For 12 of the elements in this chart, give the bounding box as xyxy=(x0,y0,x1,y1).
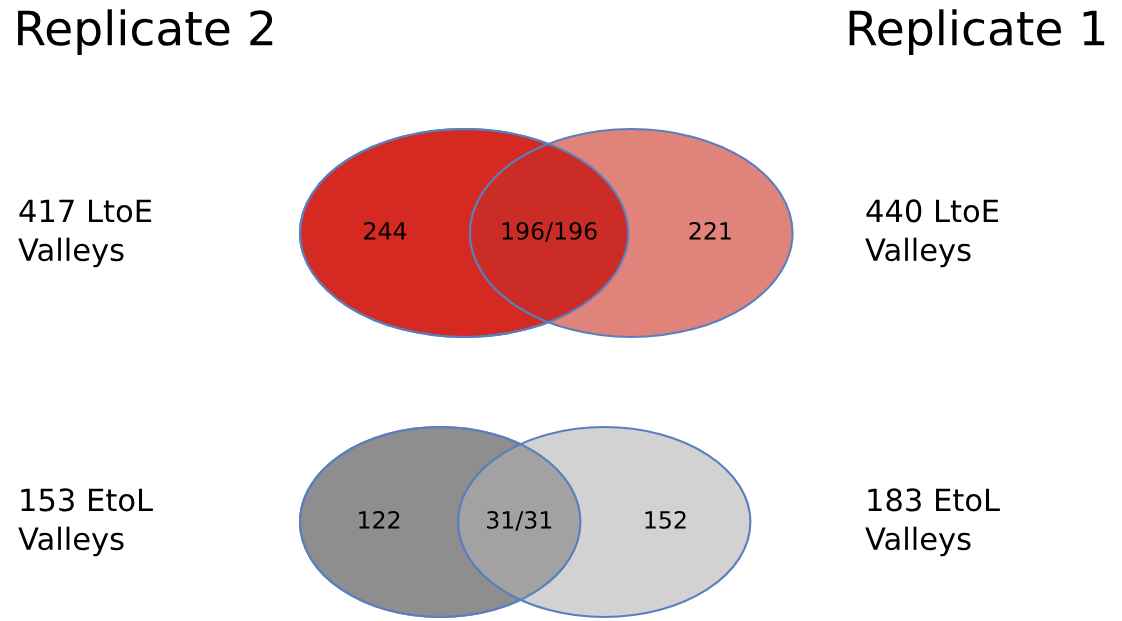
text: Replicate 2 xyxy=(18,9,273,56)
data-label: 221 xyxy=(689,221,731,240)
text: 440 LtoE Valleys xyxy=(865,199,999,268)
text: Replicate 1 xyxy=(849,9,1105,56)
data-label: 196/196 xyxy=(502,221,597,242)
text: 153 EtoL Valleys xyxy=(18,488,153,557)
data-label: 244 xyxy=(364,221,407,240)
data-label: 122 xyxy=(359,510,400,529)
text: 183 EtoL Valleys xyxy=(865,488,1000,557)
data-label: 31/31 xyxy=(487,510,552,531)
text: 417 LtoE Valleys xyxy=(18,199,152,268)
data-label: 152 xyxy=(645,510,686,529)
